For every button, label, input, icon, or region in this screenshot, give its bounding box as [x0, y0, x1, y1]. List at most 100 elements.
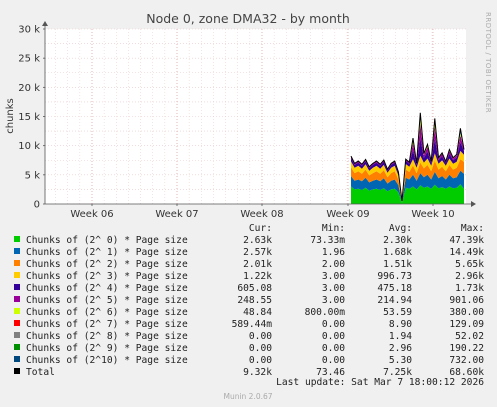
x-tick-label: Week 10: [411, 209, 454, 220]
legend-max: 14.49k: [449, 247, 484, 258]
legend-min: 2.00: [322, 259, 345, 270]
legend-swatch: [14, 236, 20, 242]
legend-cur: 0.00: [249, 343, 272, 354]
legend-label: Chunks of (2^ 1) * Page size: [26, 247, 188, 258]
legend-swatch: [14, 284, 20, 290]
legend-max: 2.96k: [455, 271, 484, 282]
y-tick-label: 25 k: [18, 54, 40, 65]
legend-cur: 9.32k: [243, 367, 272, 378]
legend-label: Chunks of (2^ 8) * Page size: [26, 331, 188, 342]
legend-label: Chunks of (2^ 0) * Page size: [26, 235, 188, 246]
legend-min: 3.00: [322, 295, 345, 306]
legend-swatch: [14, 356, 20, 362]
legend-avg: 475.18: [377, 283, 412, 294]
legend-avg: 5.30: [389, 355, 412, 366]
legend-label: Chunks of (2^ 9) * Page size: [26, 343, 188, 354]
legend-swatch: [14, 296, 20, 302]
legend-swatch: [14, 260, 20, 266]
y-axis-label: chunks: [5, 98, 16, 134]
legend-avg: 8.90: [389, 319, 412, 330]
legend-label: Chunks of (2^ 4) * Page size: [26, 283, 188, 294]
legend-max: 380.00: [449, 307, 484, 318]
legend-avg: 996.73: [377, 271, 412, 282]
legend-label: Chunks of (2^10) * Page size: [26, 355, 188, 366]
area-chunks-of-2-1-page-size: [351, 170, 464, 203]
legend-header-max: Max:: [461, 223, 484, 234]
legend: Cur: Min: Avg: Max: Chunks of (2^ 0) * Page …: [14, 223, 484, 378]
legend-min: 0.00: [322, 319, 345, 330]
legend-max: 52.02: [455, 331, 484, 342]
grid: [45, 28, 466, 204]
legend-min: 73.46: [316, 367, 345, 378]
y-tick-label: 30 k: [18, 25, 40, 36]
y-tick-label: 10 k: [18, 141, 40, 152]
legend-max: 1.73k: [455, 283, 484, 294]
legend-max: 68.60k: [449, 367, 484, 378]
total-line: [350, 112, 465, 202]
legend-swatch: [14, 344, 20, 350]
legend-swatch: [14, 308, 20, 314]
legend-cur: 248.55: [237, 295, 272, 306]
munin-version: Munin 2.0.67: [223, 392, 272, 401]
legend-avg: 1.51k: [383, 259, 412, 270]
legend-min: 1.96: [322, 247, 345, 258]
area-chunks-of-2-5-page-size: [351, 123, 464, 202]
legend-avg: 2.96: [389, 343, 412, 354]
y-axis-arrow: [42, 21, 48, 26]
x-tick-label: Week 07: [155, 209, 198, 220]
legend-min: 0.00: [322, 343, 345, 354]
legend-cur: 2.57k: [243, 247, 272, 258]
legend-avg: 1.94: [389, 331, 412, 342]
legend-max: 5.65k: [455, 259, 484, 270]
legend-cur: 1.22k: [243, 271, 272, 282]
legend-label: Chunks of (2^ 6) * Page size: [26, 307, 188, 318]
legend-label: Chunks of (2^ 2) * Page size: [26, 259, 188, 270]
legend-cur: 589.44m: [232, 319, 273, 330]
legend-swatch: [14, 368, 20, 374]
last-update: Last update: Sat Mar 7 18:00:12 2026: [276, 377, 484, 388]
chart-title: Node 0, zone DMA32 - by month: [146, 11, 350, 26]
legend-min: 3.00: [322, 271, 345, 282]
legend-avg: 2.30k: [383, 235, 412, 246]
y-tick-label: 0: [34, 200, 40, 211]
legend-min: 3.00: [322, 283, 345, 294]
legend-min: 0.00: [322, 355, 345, 366]
legend-max: 47.39k: [449, 235, 484, 246]
legend-swatch: [14, 248, 20, 254]
axes: 0 5 k 10 k 15 k 20 k 25 k 30 k Week 06 Week 07 We…: [18, 21, 476, 220]
x-axis-arrow: [471, 201, 476, 207]
legend-min: 0.00: [322, 331, 345, 342]
legend-cur: 2.01k: [243, 259, 272, 270]
legend-max: 732.00: [449, 355, 484, 366]
legend-header-cur: Cur:: [249, 223, 272, 234]
legend-min: 73.33m: [310, 235, 345, 246]
legend-cur: 605.08: [237, 283, 272, 294]
legend-swatch: [14, 320, 20, 326]
area-chunks-of-2-2-page-size: [351, 159, 464, 203]
y-tick-label: 20 k: [18, 83, 40, 94]
legend-label: Chunks of (2^ 7) * Page size: [26, 319, 188, 330]
rrdtool-credit: RRDTOOL / TOBI OETIKER: [484, 12, 492, 113]
legend-cur: 48.84: [243, 307, 272, 318]
legend-avg: 7.25k: [383, 367, 412, 378]
legend-avg: 1.68k: [383, 247, 412, 258]
x-tick-label: Week 09: [326, 209, 369, 220]
legend-swatch: [14, 332, 20, 338]
legend-label: Chunks of (2^ 5) * Page size: [26, 295, 188, 306]
legend-max: 129.09: [449, 319, 484, 330]
legend-cur: 2.63k: [243, 235, 272, 246]
y-tick-label: 15 k: [18, 112, 40, 123]
area-chunks-of-2-4-page-size: [351, 138, 464, 202]
legend-header-min: Min:: [322, 223, 345, 234]
legend-swatch: [14, 272, 20, 278]
legend-max: 901.06: [449, 295, 484, 306]
legend-avg: 214.94: [377, 295, 412, 306]
legend-header-avg: Avg:: [389, 223, 412, 234]
x-tick-label: Week 08: [240, 209, 283, 220]
legend-cur: 0.00: [249, 355, 272, 366]
legend-cur: 0.00: [249, 331, 272, 342]
x-tick-label: Week 06: [70, 209, 113, 220]
legend-min: 800.00m: [305, 307, 346, 318]
stacked-areas: [350, 112, 465, 204]
